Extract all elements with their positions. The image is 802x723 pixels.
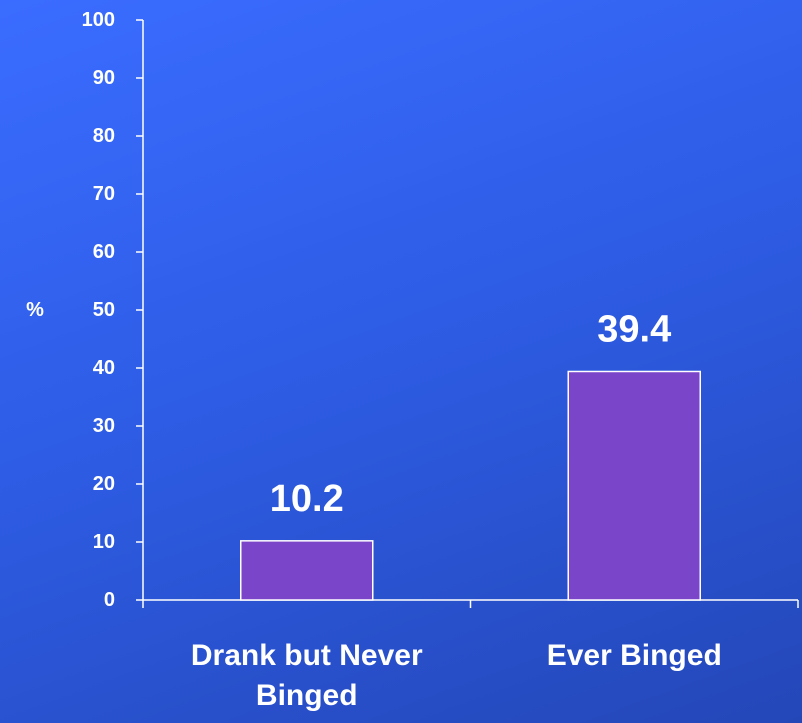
y-tick-label: 40: [93, 357, 115, 379]
bars: [240, 370, 701, 601]
y-tick-label: 0: [104, 589, 115, 611]
y-tick-label: 90: [93, 67, 115, 89]
bar-value-labels: 10.2 39.4: [270, 308, 671, 519]
y-tick-label: 100: [82, 9, 115, 31]
y-axis-label: %: [26, 299, 44, 321]
category-label-ever-binged: Ever Binged: [546, 639, 722, 672]
bar-0: [240, 540, 374, 601]
y-ticks: 0 10 20 30 40 50 60 70 80 90 100: [82, 9, 143, 611]
y-tick-label: 30: [93, 415, 115, 437]
bar-value-label-1: 39.4: [597, 308, 671, 350]
y-tick-label: 20: [93, 473, 115, 495]
bar-value-label-0: 10.2: [270, 478, 344, 520]
category-label-drank-never-binged: Drank but Never Binged: [190, 639, 423, 712]
x-ticks: [142, 600, 799, 608]
y-tick-label: 50: [93, 299, 115, 321]
bar-1: [567, 370, 701, 601]
y-tick-label: 10: [93, 531, 115, 553]
y-tick-label: 80: [93, 125, 115, 147]
y-tick-label: 60: [93, 241, 115, 263]
y-tick-label: 70: [93, 183, 115, 205]
